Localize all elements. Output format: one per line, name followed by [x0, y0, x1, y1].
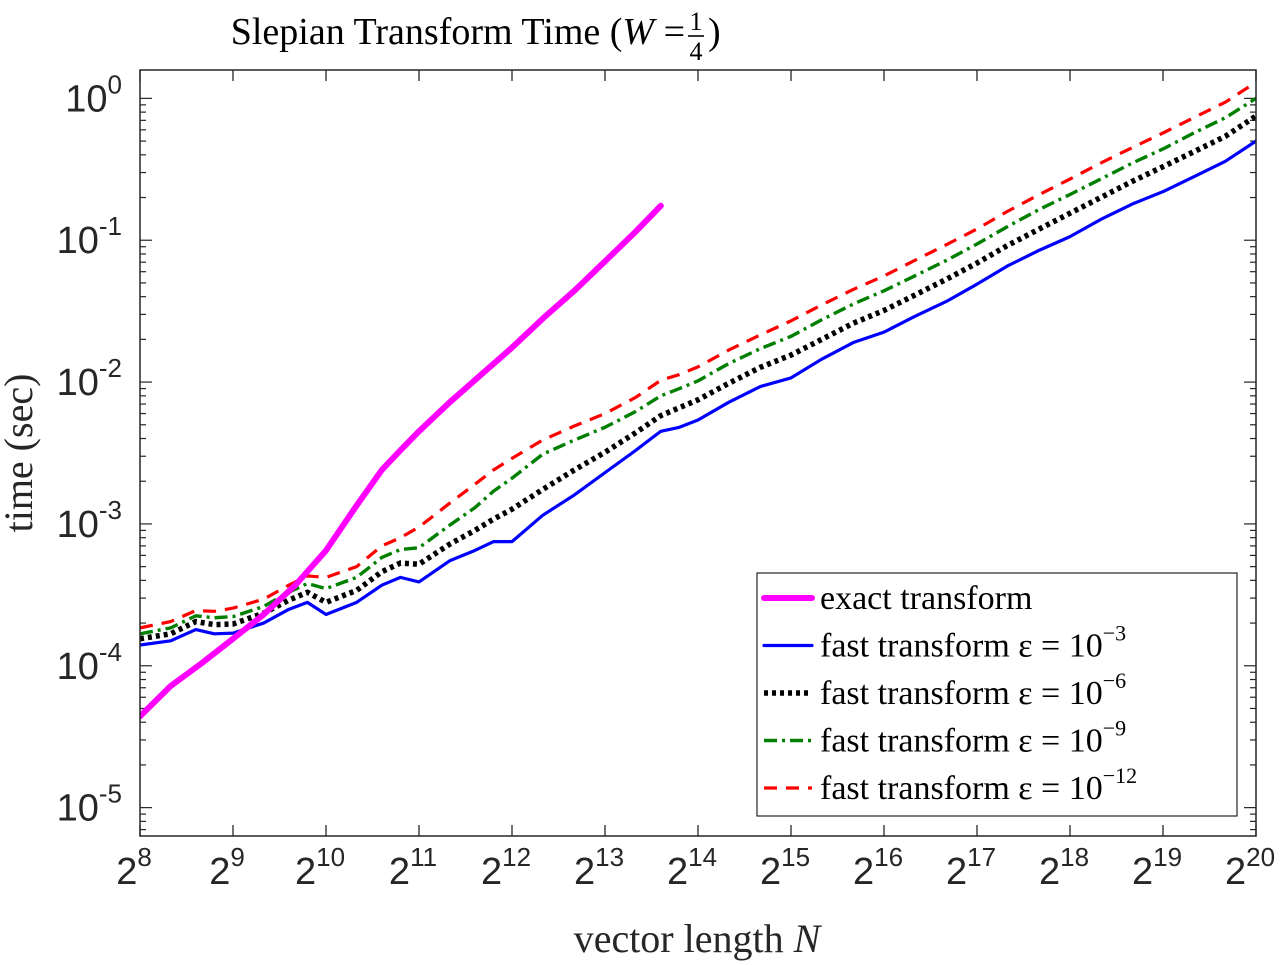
x-tick-base: 2	[209, 851, 230, 893]
x-tick-label: 213	[574, 842, 624, 893]
y-tick-label: 10-3	[57, 495, 122, 546]
svg-text:Slepian Transform Time (W =: Slepian Transform Time (W =	[231, 11, 685, 53]
x-tick-base: 2	[1132, 851, 1153, 893]
chart-title: Slepian Transform Time (W = 1 4 )	[231, 7, 721, 66]
plot-frame	[139, 69, 1257, 837]
x-tick-base: 2	[574, 851, 595, 893]
y-tick-label: 10-2	[57, 353, 122, 404]
x-tick-label: 212	[481, 842, 531, 893]
x-tick-label: 210	[295, 842, 345, 893]
x-axis-label: vector length N	[574, 916, 823, 961]
series-line-4	[140, 80, 1256, 630]
x-tick-label: 29	[209, 842, 245, 893]
title-suffix: )	[708, 11, 721, 53]
y-tick-exponent: -3	[99, 495, 122, 525]
y-tick-base: 10	[57, 788, 99, 830]
x-tick-base: 2	[1039, 851, 1060, 893]
x-tick-base: 2	[116, 851, 137, 893]
title-fraction-numerator: 1	[690, 7, 703, 36]
title-variable: W	[622, 11, 657, 53]
legend-label-2: fast transform ε = 10−6	[820, 668, 1126, 712]
x-tick-exponent: 16	[874, 842, 903, 872]
legend-label-3: fast transform ε = 10−9	[820, 716, 1126, 760]
x-tick-label: 214	[667, 842, 717, 893]
x-tick-exponent: 11	[410, 842, 437, 872]
x-tick-label: 211	[389, 842, 437, 893]
x-axis-label-text: vector length	[574, 916, 794, 961]
y-tick-exponent: -2	[99, 353, 122, 383]
legend-label-1: fast transform ε = 10−3	[820, 621, 1126, 665]
x-tick-label: 219	[1132, 842, 1182, 893]
x-tick-exponent: 13	[595, 842, 624, 872]
legend-label-0: exact transform	[820, 580, 1032, 617]
x-tick-exponent: 18	[1060, 842, 1089, 872]
y-tick-base: 10	[57, 504, 99, 546]
y-tick-label: 100	[65, 69, 122, 120]
x-tick-label: 218	[1039, 842, 1089, 893]
legend-label-4: fast transform ε = 10−12	[820, 763, 1137, 807]
x-tick-base: 2	[760, 851, 781, 893]
y-tick-base: 10	[65, 78, 107, 120]
y-tick-label: 10-1	[57, 211, 122, 262]
series-line-1	[140, 139, 1256, 647]
y-tick-label: 10-4	[57, 637, 122, 688]
legend-label-exponent: −9	[1103, 716, 1126, 741]
legend-label-text: exact transform	[820, 580, 1032, 617]
x-tick-exponent: 9	[230, 842, 244, 872]
x-axis-label-variable: N	[793, 916, 823, 961]
x-tick-exponent: 12	[502, 842, 531, 872]
legend-label-text: fast transform ε = 10	[820, 723, 1103, 760]
legend-label-exponent: −3	[1103, 621, 1126, 646]
x-tick-base: 2	[1225, 851, 1246, 893]
x-tick-label: 216	[853, 842, 903, 893]
legend-box	[756, 572, 1238, 817]
y-axis-label: time (sec)	[0, 374, 41, 533]
x-tick-exponent: 8	[137, 842, 151, 872]
y-tick-exponent: -4	[99, 637, 122, 667]
series-line-0	[140, 202, 664, 720]
y-tick-base: 10	[57, 220, 99, 262]
series-lines	[140, 80, 1256, 720]
x-tick-exponent: 17	[967, 842, 996, 872]
x-tick-exponent: 19	[1153, 842, 1182, 872]
x-tick-label: 217	[946, 842, 996, 893]
x-tick-exponent: 14	[688, 842, 717, 872]
legend-label-exponent: −12	[1103, 763, 1137, 788]
title-prefix: Slepian Transform Time (	[231, 11, 623, 53]
x-tick-base: 2	[295, 851, 316, 893]
y-tick-label: 10-5	[57, 779, 122, 830]
x-tick-exponent: 10	[316, 842, 345, 872]
x-tick-exponent: 20	[1246, 842, 1275, 872]
x-tick-base: 2	[481, 851, 502, 893]
x-tick-base: 2	[853, 851, 874, 893]
series-line-3	[140, 96, 1256, 636]
title-fraction-denominator: 4	[690, 37, 703, 66]
x-tick-label: 215	[760, 842, 810, 893]
y-tick-base: 10	[57, 646, 99, 688]
x-tick-label: 220	[1225, 842, 1275, 893]
x-tick-base: 2	[389, 851, 410, 893]
x-tick-exponent: 15	[781, 842, 810, 872]
y-tick-exponent: -1	[99, 211, 122, 241]
x-tick-label: 28	[116, 842, 152, 893]
legend-label-text: fast transform ε = 10	[820, 675, 1103, 712]
x-tick-base: 2	[667, 851, 688, 893]
legend-label-text: fast transform ε = 10	[820, 770, 1103, 807]
x-tick-labels: 28 29 210 211 212 213 214 215 216 217 218 219 220	[116, 842, 1275, 893]
legend-label-exponent: −6	[1103, 668, 1126, 693]
y-tick-exponent: -5	[99, 779, 122, 809]
y-tick-exponent: 0	[108, 69, 122, 99]
title-equals: =	[654, 11, 685, 53]
legend-label-text: fast transform ε = 10	[820, 628, 1103, 665]
y-tick-base: 10	[57, 362, 99, 404]
series-line-2	[140, 113, 1256, 642]
x-tick-base: 2	[946, 851, 967, 893]
